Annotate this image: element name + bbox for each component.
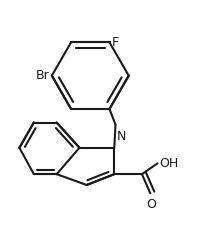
Text: N: N [117, 130, 127, 143]
Text: Br: Br [36, 69, 49, 82]
Text: O: O [146, 198, 156, 211]
Text: OH: OH [159, 157, 179, 170]
Text: F: F [112, 36, 119, 49]
